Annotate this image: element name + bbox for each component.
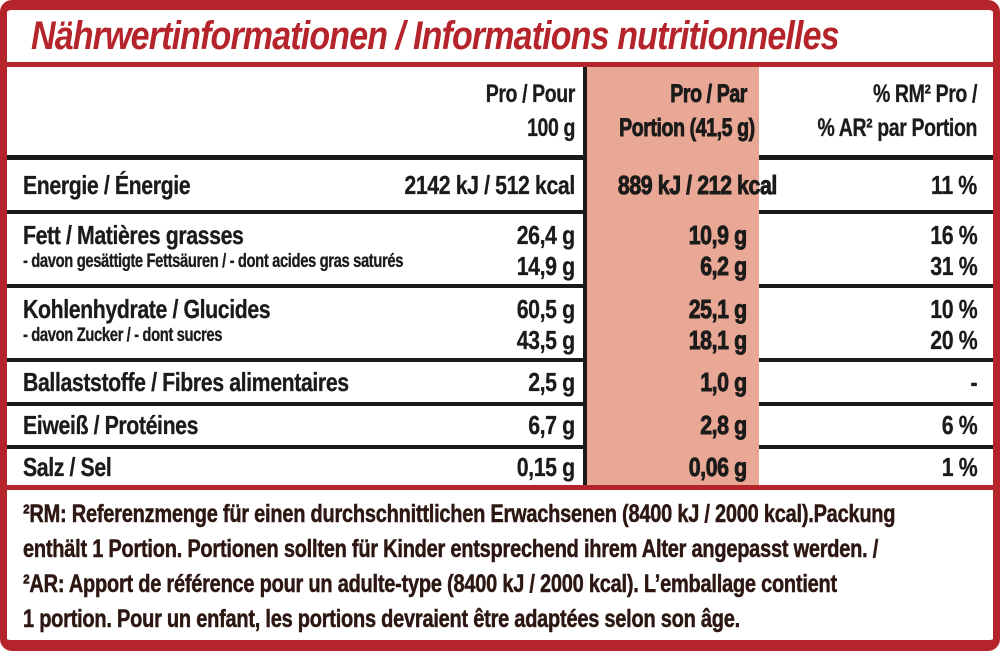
per-100g-value: 26,4 g	[517, 220, 576, 250]
pct-rm-value: 16 %	[930, 220, 978, 250]
per-portion-value: 18,1 g	[689, 325, 748, 356]
table-row-sugars: - davon Zucker / - dont sucres 43,5 g 18…	[7, 325, 993, 358]
row-label: Kohlenhydrate / Glucides	[23, 294, 271, 324]
per-portion-value: 10,9 g	[689, 220, 748, 251]
table-row-energy: Energie / Énergie 2142 kJ / 512 kcal 889…	[7, 160, 993, 210]
per-100g-value: 14,9 g	[517, 251, 576, 281]
per-portion-value: 0,06 g	[689, 451, 748, 482]
footnote-line: ²RM: Referenzmenge für einen durchschnit…	[23, 500, 896, 529]
table-row-fibre: Ballaststoffe / Fibres alimentaires 2,5 …	[7, 362, 993, 402]
table-row-saturated-fat: - davon gesättigte Fettsäuren / - dont a…	[7, 251, 993, 284]
row-label: Salz / Sel	[23, 451, 112, 482]
header-per-portion: Pro / Par Portion (41,5 g)	[619, 80, 756, 143]
header-per-100g: Pro / Pour 100 g	[485, 80, 576, 142]
nutrition-table: Pro / Pour 100 g Pro / Par Portion (41,5…	[7, 67, 993, 485]
table-row-protein: Eiweiß / Protéines 6,7 g 2,8 g 6 %	[7, 406, 993, 445]
row-label: - davon Zucker / - dont sucres	[23, 325, 223, 346]
per-100g-value: 43,5 g	[517, 325, 576, 355]
per-100g-value: 2,5 g	[528, 366, 575, 397]
row-separator	[7, 284, 993, 288]
per-100g-value: 0,15 g	[517, 451, 576, 482]
header-pct-reference: % RM² Pro / % AR² par Portion	[817, 80, 977, 142]
per-portion-value: 1,0 g	[700, 366, 748, 397]
row-label: Fett / Matières grasses	[23, 220, 244, 250]
per-100g-value: 6,7 g	[528, 410, 575, 440]
table-row-carbohydrates: Kohlenhydrate / Glucides 60,5 g 25,1 g 1…	[7, 288, 993, 325]
row-separator	[7, 445, 993, 449]
per-portion-value: 6,2 g	[700, 251, 748, 282]
table-header-row: Pro / Pour 100 g Pro / Par Portion (41,5…	[7, 67, 993, 155]
footnote-line: ²AR: Apport de référence pour un adulte-…	[23, 570, 838, 599]
pct-rm-value: 1 %	[941, 451, 977, 482]
row-label: Ballaststoffe / Fibres alimentaires	[23, 366, 349, 397]
footnote-divider	[7, 485, 993, 490]
row-label: - davon gesättigte Fettsäuren / - dont a…	[23, 251, 404, 272]
row-label: Energie / Énergie	[23, 169, 191, 200]
pct-rm-value: 6 %	[941, 410, 977, 440]
pct-rm-value: 11 %	[931, 169, 977, 200]
row-separator	[7, 210, 993, 214]
per-portion-value: 889 kJ / 212 kcal	[617, 169, 778, 200]
row-separator	[7, 358, 993, 362]
per-portion-value: 25,1 g	[689, 294, 748, 325]
title-divider	[7, 62, 993, 67]
pct-rm-value: 10 %	[930, 294, 978, 324]
row-label: Eiweiß / Protéines	[23, 410, 199, 440]
row-separator	[7, 402, 993, 406]
footnote-line: 1 portion. Pour un enfant, les portions …	[23, 605, 741, 634]
portion-column-highlight	[583, 67, 759, 485]
header-separator	[7, 155, 993, 160]
pct-rm-value: 31 %	[930, 251, 978, 281]
table-row-fat: Fett / Matières grasses 26,4 g 10,9 g 16…	[7, 214, 993, 251]
pct-rm-value: -	[970, 366, 977, 397]
pct-rm-value: 20 %	[930, 325, 978, 355]
title-bar: Nährwertinformationen / Informations nut…	[7, 10, 993, 62]
footnote-line: enthält 1 Portion. Portionen sollten für…	[23, 535, 879, 564]
reference-intake-footnote: ²RM: Referenzmenge für einen durchschnit…	[7, 490, 993, 637]
per-100g-value: 2142 kJ / 512 kcal	[404, 169, 575, 200]
per-100g-value: 60,5 g	[517, 294, 576, 324]
page-title: Nährwertinformationen / Informations nut…	[31, 13, 840, 58]
table-row-salt: Salz / Sel 0,15 g 0,06 g 1 %	[7, 449, 993, 485]
per-portion-value: 2,8 g	[700, 410, 748, 441]
